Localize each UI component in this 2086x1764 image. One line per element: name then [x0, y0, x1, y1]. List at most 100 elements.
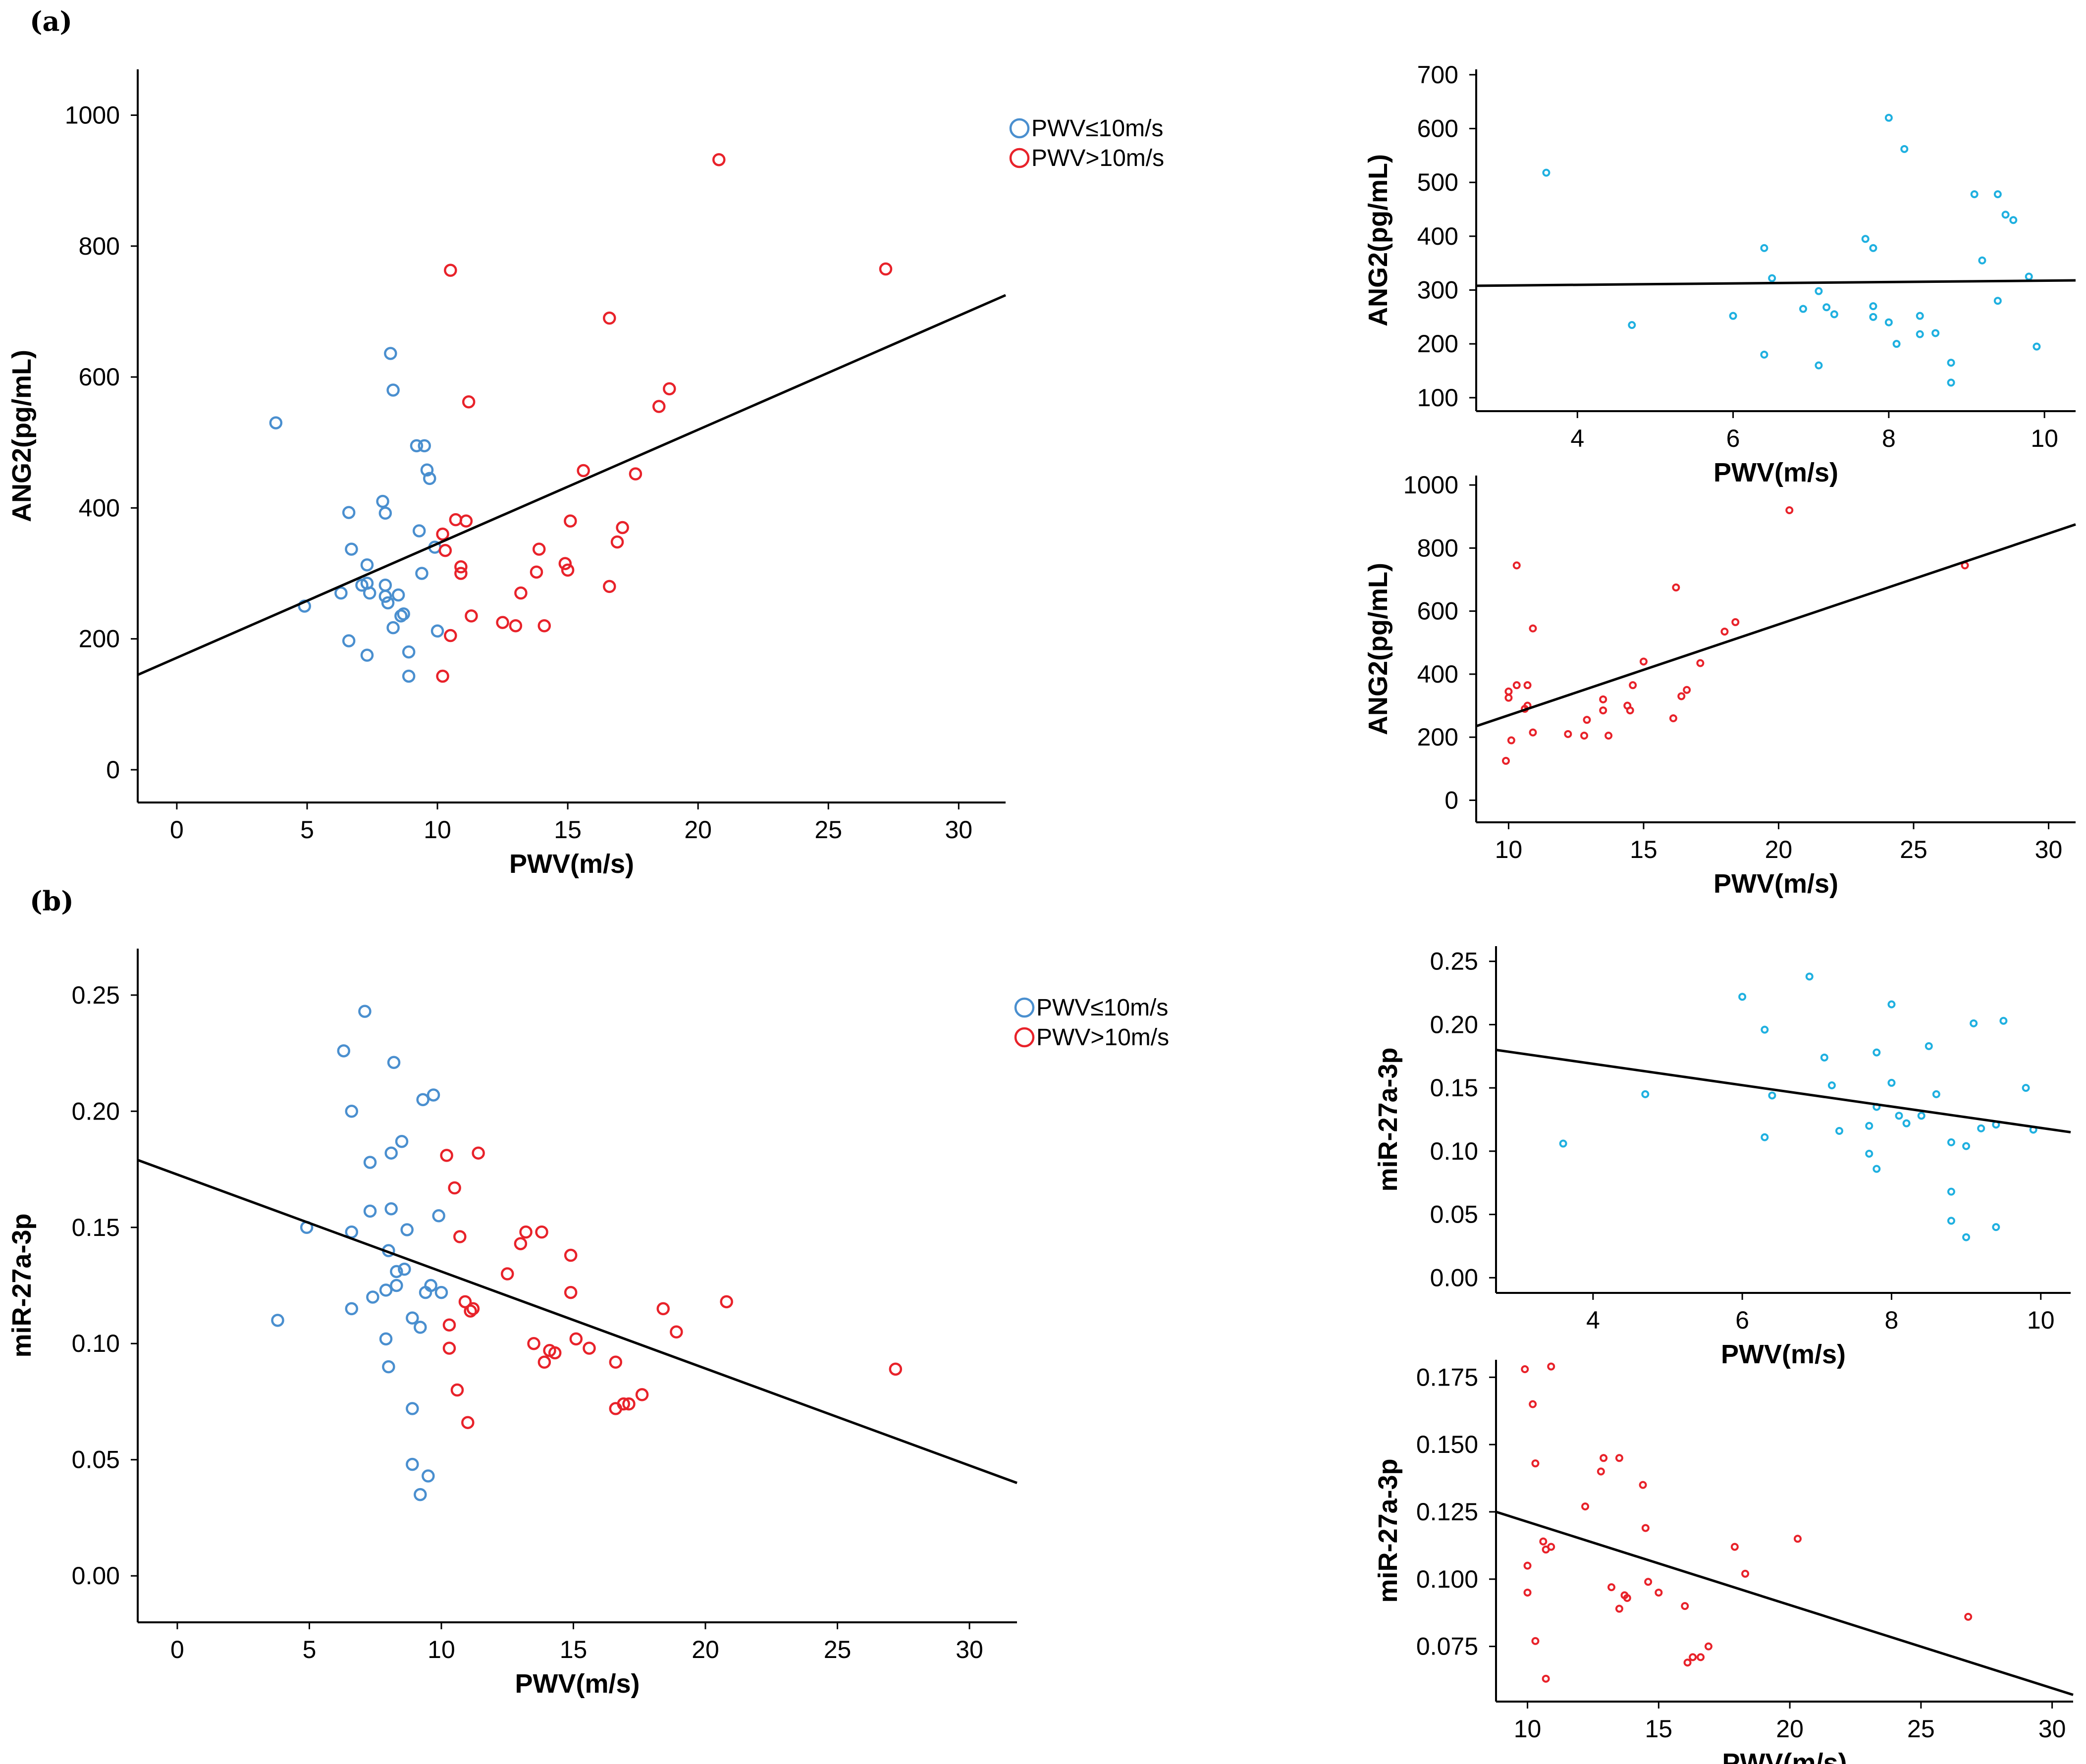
data-point — [414, 1321, 427, 1334]
x-tick-label: 4 — [1586, 1306, 1600, 1334]
data-point — [1628, 321, 1636, 329]
y-axis-title: ANG2(pg/mL) — [1363, 563, 1393, 735]
data-point — [472, 1146, 485, 1160]
data-point — [1599, 695, 1607, 703]
data-point — [1672, 583, 1680, 591]
y-tick-label: 800 — [1417, 534, 1458, 562]
y-tick-label: 0.150 — [1416, 1431, 1478, 1458]
data-point — [1970, 1019, 1978, 1027]
data-point — [1559, 1139, 1567, 1148]
data-point — [402, 645, 416, 659]
y-tick-label: 0 — [106, 756, 120, 784]
data-point — [444, 629, 457, 642]
data-point — [397, 607, 410, 621]
data-point — [378, 579, 392, 592]
x-tick-label: 10 — [424, 816, 451, 844]
data-point — [366, 1290, 379, 1304]
data-point — [391, 588, 405, 602]
data-point — [459, 514, 473, 528]
x-tick-label: 30 — [2035, 836, 2063, 863]
x-tick-label: 5 — [303, 1636, 317, 1663]
data-point — [438, 544, 452, 557]
data-point — [1785, 506, 1794, 514]
data-point — [519, 1225, 533, 1239]
y-axis-title: miR-27a-3p — [7, 1213, 37, 1357]
data-point — [436, 669, 449, 683]
data-point — [1916, 330, 1924, 338]
y-tick-label: 600 — [79, 363, 120, 391]
x-tick-label: 30 — [945, 816, 972, 844]
data-point — [1704, 1642, 1712, 1651]
data-point — [569, 1332, 583, 1346]
data-point — [454, 560, 468, 574]
data-point — [378, 589, 392, 603]
data-point — [436, 527, 449, 541]
data-point — [1978, 256, 1986, 265]
data-point — [422, 1469, 435, 1483]
data-point — [400, 1223, 414, 1236]
y-tick-label: 700 — [1417, 61, 1458, 89]
x-axis-title: PWV(m/s) — [515, 1669, 640, 1699]
data-point — [548, 1346, 562, 1360]
data-point — [1523, 1561, 1532, 1570]
y-tick-label: 1000 — [1403, 471, 1458, 499]
data-point — [2033, 342, 2041, 351]
data-point — [1689, 1653, 1697, 1661]
data-point — [416, 1093, 429, 1107]
data-point — [1865, 1122, 1873, 1130]
data-point — [879, 262, 893, 276]
x-tick-label: 15 — [1645, 1715, 1673, 1743]
data-point — [384, 1202, 398, 1216]
data-point — [537, 1355, 551, 1369]
data-point — [1738, 993, 1747, 1001]
data-point — [360, 558, 374, 572]
data-point — [434, 1285, 448, 1299]
x-tick-label: 0 — [170, 816, 184, 844]
x-tick-label: 5 — [300, 816, 314, 844]
y-tick-label: 0.05 — [1430, 1201, 1478, 1229]
chart-b-low-pwv: 4 6 8 10 0.00 0.05 0.10 0.15 0.20 0.25 PWV(m/s) miR… — [1373, 946, 2071, 1369]
chart-b-high-pwv: 10 15 20 25 30 0.075 0.100 0.125 0.150 0.175 PWV(m… — [1373, 1360, 2074, 1764]
data-point — [444, 264, 457, 277]
y-tick-label: 400 — [79, 494, 120, 522]
data-point — [610, 535, 624, 549]
data-point — [390, 1265, 403, 1279]
data-point — [465, 609, 478, 623]
data-point — [1760, 350, 1768, 359]
data-point — [442, 1318, 456, 1332]
data-point — [462, 395, 476, 409]
data-point — [453, 1230, 467, 1243]
data-point — [1512, 681, 1521, 690]
data-point — [561, 563, 575, 577]
data-point — [1822, 303, 1831, 312]
x-tick-label: 10 — [428, 1636, 455, 1663]
x-tick-label: 30 — [2038, 1715, 2066, 1743]
data-point — [342, 634, 356, 647]
data-point — [464, 1304, 477, 1318]
x-tick-label: 15 — [554, 816, 582, 844]
x-tick-label: 4 — [1570, 425, 1584, 452]
data-point — [1761, 1133, 1769, 1141]
data-point — [1697, 1653, 1705, 1661]
data-point — [1547, 1362, 1555, 1371]
data-point — [1629, 681, 1637, 690]
x-tick-label: 20 — [692, 1636, 719, 1663]
data-point — [1547, 1543, 1555, 1551]
x-tick-label: 10 — [1514, 1715, 1542, 1743]
data-point — [1677, 692, 1686, 700]
data-point — [656, 1302, 670, 1316]
data-point — [1902, 1119, 1911, 1127]
data-point — [1529, 624, 1537, 633]
data-point — [430, 624, 444, 638]
data-point — [379, 1283, 393, 1297]
data-point — [387, 1056, 401, 1069]
x-tick-label: 6 — [1735, 1306, 1749, 1334]
data-point — [1564, 730, 1572, 738]
data-point — [269, 416, 283, 429]
data-point — [1872, 1048, 1881, 1057]
data-point — [1512, 561, 1521, 570]
data-point — [1830, 310, 1838, 319]
data-point — [603, 580, 616, 593]
data-point — [449, 513, 463, 527]
data-point — [1887, 1078, 1896, 1087]
